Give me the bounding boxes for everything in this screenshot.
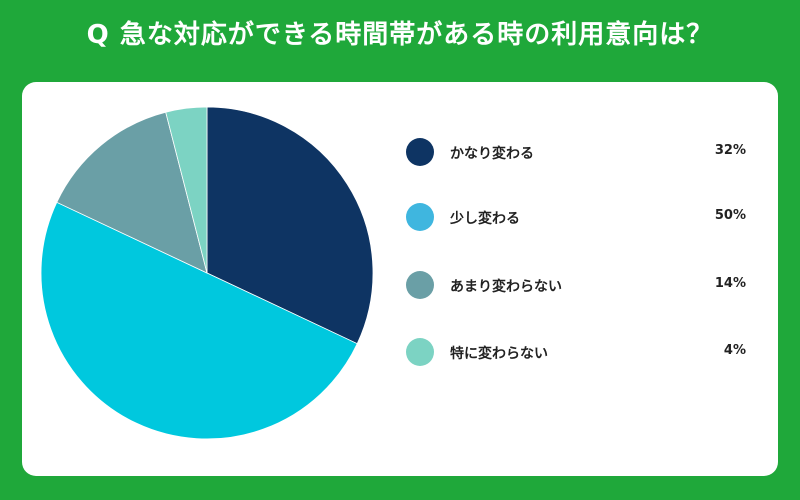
legend-dot-tokuni — [406, 338, 434, 366]
legend-dot-sukoshi — [406, 203, 434, 231]
pie-slice-amari — [56, 111, 208, 274]
legend-item-amari: あまり変わらない 14% — [406, 271, 746, 301]
pie-slice-kanari — [206, 106, 374, 345]
chart-panel: かなり変わる 32% 少し変わる 50% あまり変わらない 14% 特に変わらな… — [22, 82, 778, 476]
legend-value-sukoshi: 50% — [714, 208, 746, 223]
legend-label-amari: あまり変わらない — [450, 279, 562, 295]
legend-value-kanari: 32% — [714, 143, 746, 158]
pie-slice-tokuni — [165, 106, 208, 274]
legend-value-amari: 14% — [714, 276, 746, 291]
legend-value-tokuni: 4% — [723, 343, 746, 358]
chart-title: Q 急な対応ができる時間帯がある時の利用意向は？ — [86, 20, 714, 50]
legend-item-sukoshi: 少し変わる 50% — [406, 203, 746, 233]
pie-slice-sukoshi — [40, 201, 358, 440]
legend-label-tokuni: 特に変わらない — [450, 346, 548, 362]
legend-label-kanari: かなり変わる — [450, 146, 534, 162]
pie-chart — [40, 106, 374, 440]
legend-item-kanari: かなり変わる 32% — [406, 138, 746, 168]
legend-dot-kanari — [406, 138, 434, 166]
legend-label-sukoshi: 少し変わる — [450, 211, 520, 227]
legend-item-tokuni: 特に変わらない 4% — [406, 338, 746, 368]
legend-dot-amari — [406, 271, 434, 299]
